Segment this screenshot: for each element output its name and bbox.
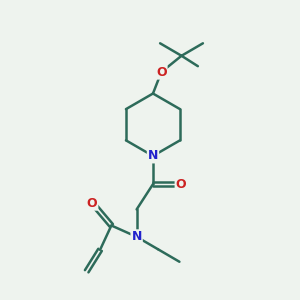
Text: N: N: [148, 149, 158, 162]
Text: O: O: [176, 178, 186, 191]
Text: O: O: [87, 197, 98, 210]
Text: O: O: [156, 66, 166, 79]
Text: N: N: [131, 230, 142, 243]
